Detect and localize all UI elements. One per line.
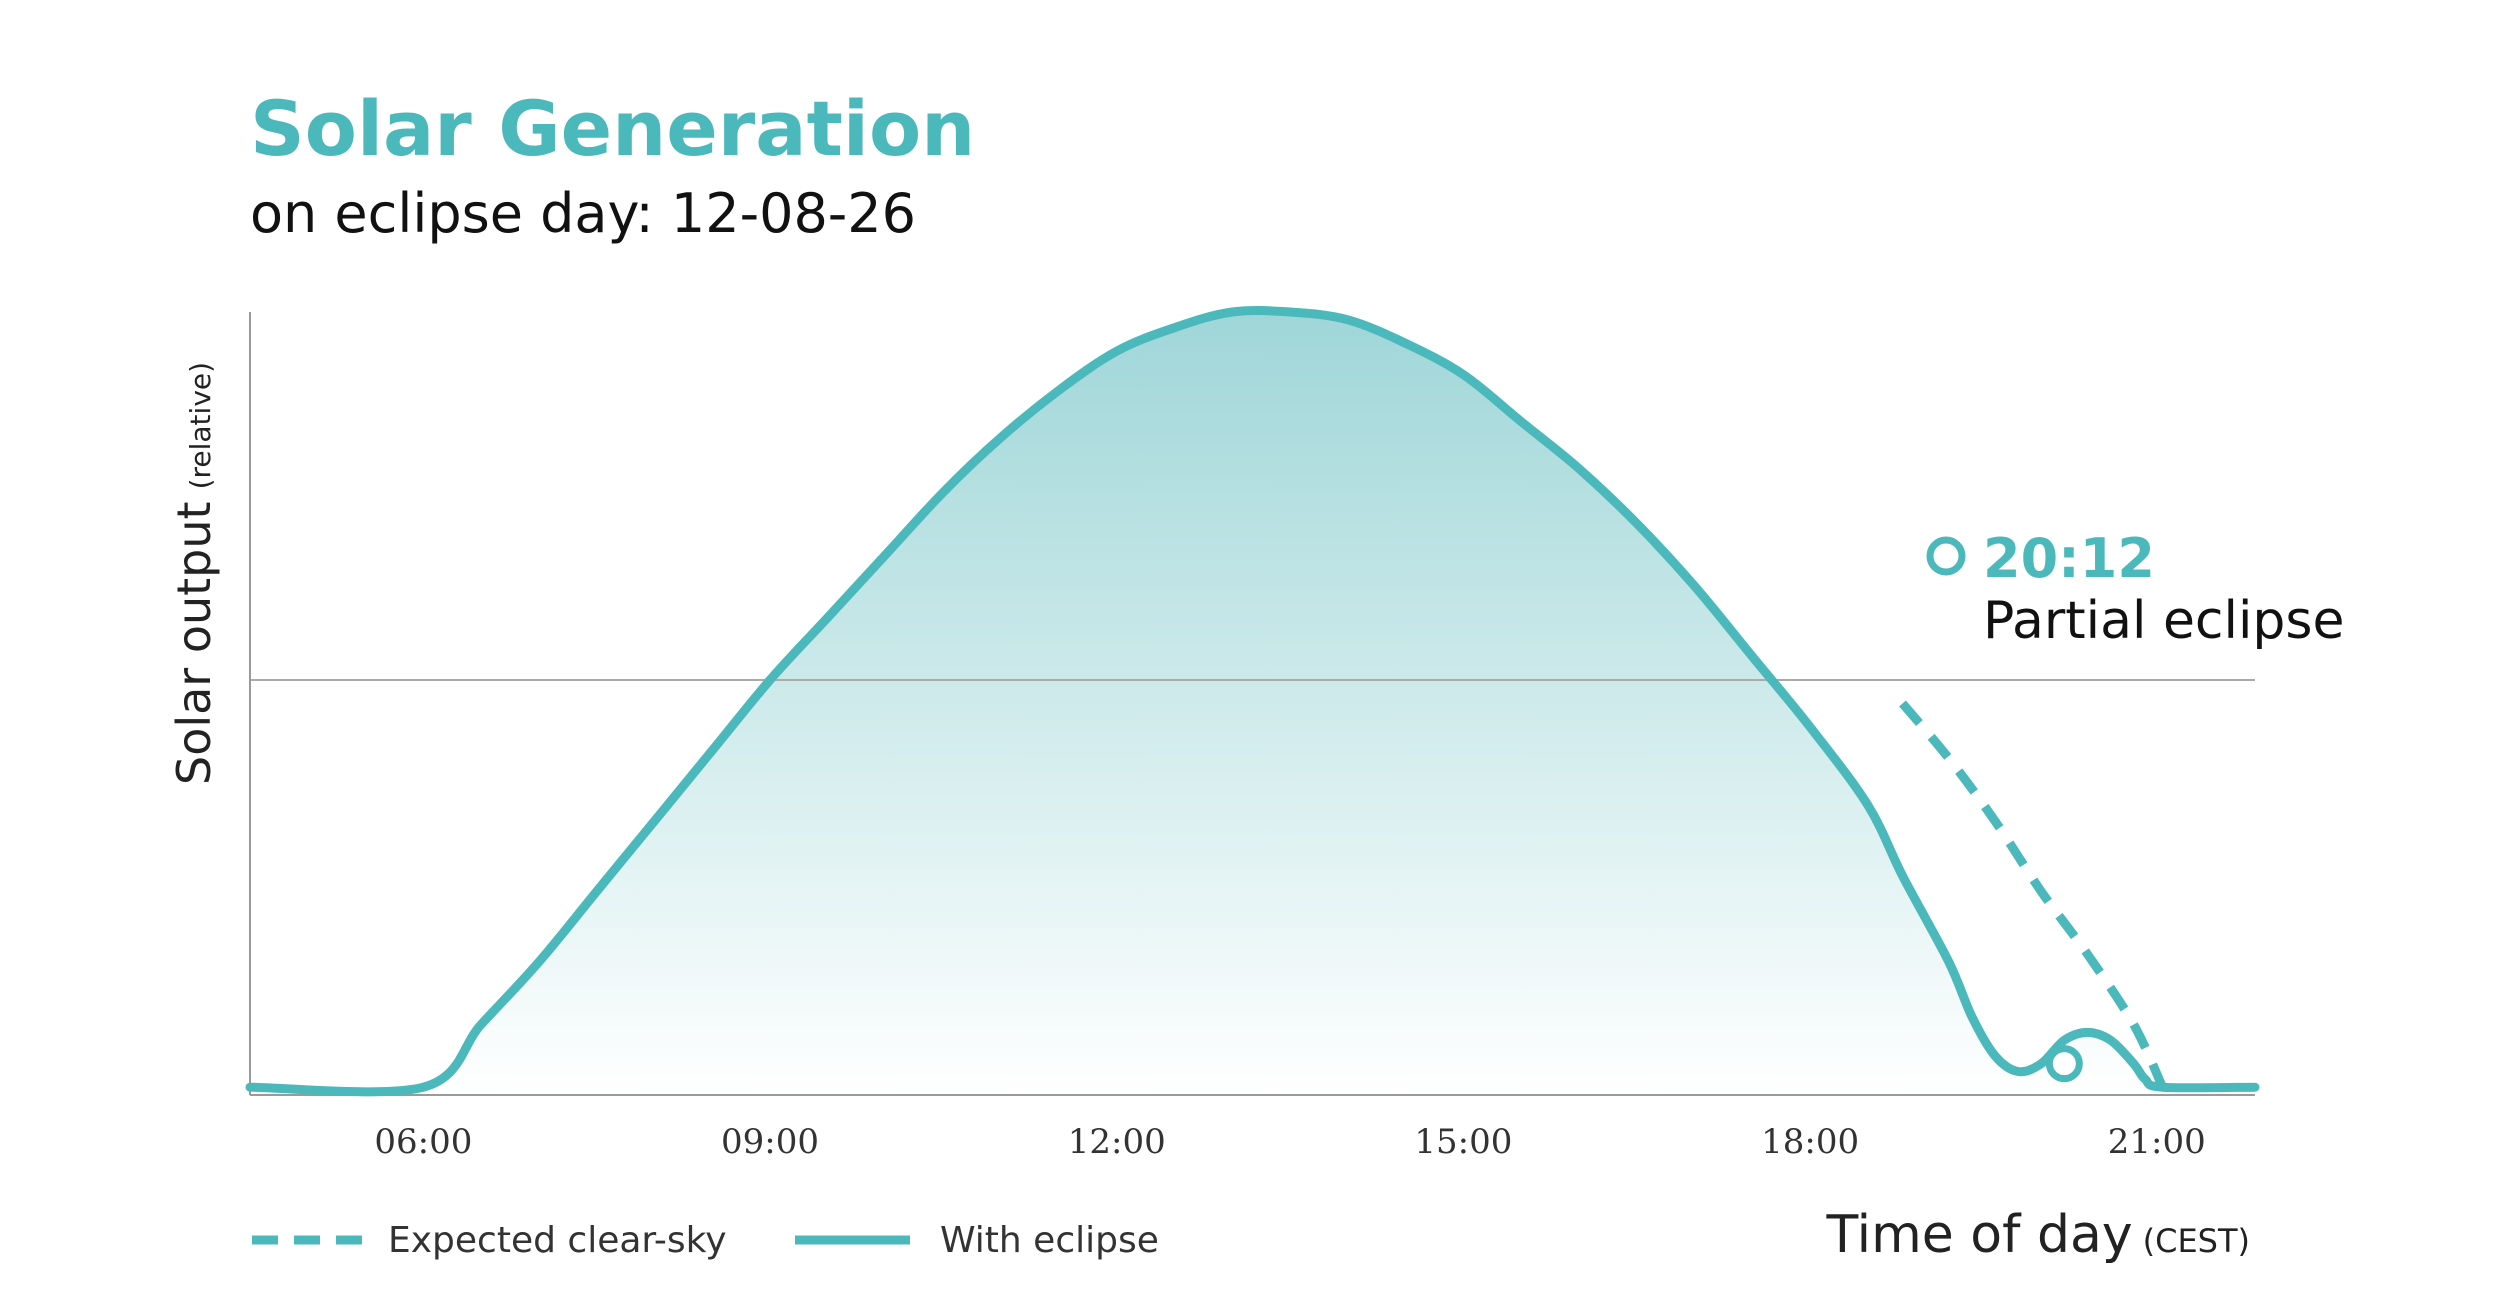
plot-area: 06:00 09:00 12:00 15:00 18:00 21:00 [245, 306, 2260, 1162]
x-tick-label: 09:00 [721, 1122, 819, 1162]
annotation-time: 20:12 [1983, 527, 2155, 590]
y-axis-label: Solar output (relative) [167, 362, 221, 785]
x-tick-label: 21:00 [2108, 1122, 2206, 1162]
x-tick-label: 18:00 [1761, 1122, 1859, 1162]
chart-title: Solar Generation [250, 84, 975, 173]
eclipse-point-marker [2045, 1045, 2083, 1083]
x-tick-label: 06:00 [374, 1122, 472, 1162]
chart-subtitle: on eclipse day: 12-08-26 [250, 182, 916, 245]
legend-label-with-eclipse: With eclipse [940, 1220, 1159, 1261]
eclipse-annotation: 20:12 Partial eclipse [1926, 527, 2345, 651]
legend: Expected clear-sky With eclipse [252, 1220, 1159, 1261]
area-fill-with-eclipse [250, 310, 2255, 1095]
x-tick-label: 12:00 [1068, 1122, 1166, 1162]
x-axis-label: Time of day (CEST) [1826, 1205, 2250, 1265]
x-tick-label: 15:00 [1414, 1122, 1512, 1162]
annotation-marker-icon [1926, 536, 1966, 576]
series-line-with-eclipse [245, 306, 2260, 1097]
y-axis-label-text: Solar output [167, 501, 221, 785]
x-axis-label-text: Time of day [1826, 1205, 2133, 1265]
annotation-label: Partial eclipse [1983, 591, 2345, 651]
legend-label-clear-sky: Expected clear-sky [388, 1220, 727, 1261]
x-axis-label-unit: (CEST) [2143, 1222, 2250, 1260]
y-axis-label-unit: (relative) [184, 362, 217, 489]
series-line-expected-clear-sky [1899, 700, 2167, 1090]
